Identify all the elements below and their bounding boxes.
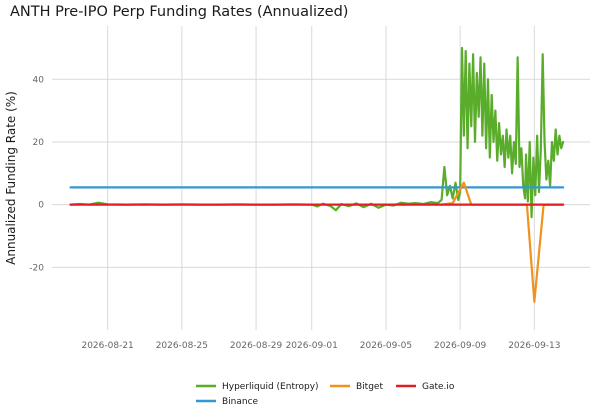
y-tick-label: 0	[38, 201, 44, 211]
legend-label-hyperliquid-entropy: Hyperliquid (Entropy)	[222, 382, 319, 392]
y-tick-label: -20	[29, 263, 44, 273]
x-tick-label: 2026-09-01	[286, 341, 338, 351]
x-tick-label: 2026-09-05	[360, 341, 412, 351]
x-tick-label: 2026-09-09	[434, 341, 487, 351]
x-tick-label: 2026-08-25	[156, 341, 208, 351]
chart-title: ANTH Pre-IPO Perp Funding Rates (Annuali…	[10, 4, 349, 20]
grid	[52, 26, 590, 330]
legend-label-binance: Binance	[222, 397, 259, 407]
y-tick-label: 40	[33, 75, 45, 85]
y-axis-title: Annualized Funding Rate (%)	[4, 91, 18, 265]
x-tick-label: 2026-08-21	[81, 341, 133, 351]
legend: Hyperliquid (Entropy) Bitget Gate.io Binanc…	[196, 382, 455, 407]
x-tick-label: 2026-08-29	[230, 341, 283, 351]
legend-label-bitget: Bitget	[356, 382, 383, 392]
series-line-hyperliquid-entropy	[69, 46, 565, 219]
series	[69, 46, 565, 303]
legend-label-gate-io: Gate.io	[422, 382, 455, 392]
axis-labels: Annualized Funding Rate (%) 2026-08-21 20…	[4, 75, 561, 351]
x-tick-label: 2026-09-13	[508, 341, 560, 351]
y-tick-label: 20	[33, 138, 45, 148]
